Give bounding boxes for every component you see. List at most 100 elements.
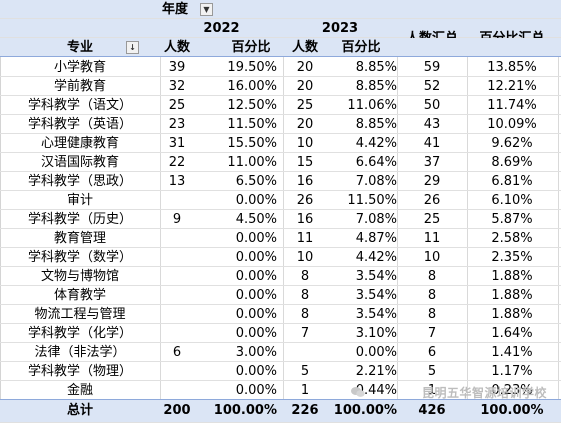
count-2023-header: 人数 — [291, 40, 318, 55]
count-total-cell: 11 — [423, 231, 441, 246]
count-2023-cell: 20 — [296, 79, 314, 94]
year-header-row: 2022 2023 人数汇总 百分比汇总 — [0, 19, 561, 46]
pct-total-cell: 1.88% — [491, 307, 533, 322]
count-2022-cell — [160, 229, 194, 248]
count-total-cell: 7 — [427, 326, 437, 341]
table-row: 学科教学（语文） 25 12.50% 25 11.06% 50 11.74% — [0, 96, 561, 115]
grid-line — [283, 0, 284, 423]
watermark-text: 昆明五华智源培训学校 — [421, 386, 547, 400]
pct-total-cell: 1.88% — [491, 288, 533, 303]
pct-2022-header: 百分比 — [231, 40, 271, 55]
wechat-icon — [351, 387, 365, 397]
count-2022-cell — [160, 381, 194, 400]
table-row: 法律（非法学） 6 3.00% 0.00% 6 1.41% — [0, 343, 561, 362]
pct-2023-cell: 4.42% — [355, 250, 397, 265]
table-row: 汉语国际教育 22 11.00% 15 6.64% 37 8.69% — [0, 153, 561, 172]
pct-2023-cell: 8.85% — [355, 79, 397, 94]
pct-2023-cell: 3.54% — [355, 288, 397, 303]
pct-total-cell: 0.23% — [491, 383, 533, 398]
major-cell: 审计 — [66, 193, 93, 208]
pct-2022-cell: 0.00% — [235, 364, 277, 379]
total-pct-2022: 100.00% — [213, 403, 277, 418]
major-cell: 学前教育 — [53, 79, 106, 94]
filter-field-label: 年度 — [162, 2, 189, 17]
table-row: 学前教育 32 16.00% 20 8.85% 52 12.21% — [0, 77, 561, 96]
pct-total-cell: 1.64% — [491, 326, 533, 341]
count-2023-cell: 16 — [296, 212, 314, 227]
count-total-cell: 25 — [423, 212, 441, 227]
major-cell: 汉语国际教育 — [40, 155, 119, 170]
pct-2023-cell: 8.85% — [355, 117, 397, 132]
count-2023-cell: 20 — [296, 60, 314, 75]
grid-line — [397, 0, 398, 423]
pct-2022-cell: 0.00% — [235, 193, 277, 208]
count-2022-cell: 23 — [168, 117, 186, 132]
pct-2022-cell: 11.00% — [227, 155, 277, 170]
pct-total-cell: 6.81% — [491, 174, 533, 189]
pct-total-cell: 11.74% — [487, 98, 537, 113]
pct-2023-cell: 0.44% — [355, 383, 397, 398]
major-cell: 金融 — [66, 383, 93, 398]
table-row: 学科教学（化学） 0.00% 7 3.10% 7 1.64% — [0, 324, 561, 343]
count-2023-cell: 10 — [296, 136, 314, 151]
pct-2022-cell: 0.00% — [235, 250, 277, 265]
chevron-down-icon[interactable]: ▼ — [200, 3, 213, 16]
count-total-cell: 1 — [427, 383, 437, 398]
total-pct-all: 100.00% — [480, 403, 544, 418]
pct-2023-cell: 7.08% — [355, 174, 397, 189]
count-2022-cell — [160, 191, 194, 210]
count-total-cell: 8 — [427, 288, 437, 303]
pct-2023-header: 百分比 — [341, 40, 381, 55]
count-2023-cell: 8 — [300, 288, 310, 303]
count-2022-cell — [160, 324, 194, 343]
sort-filter-icon[interactable]: ↓ — [126, 41, 139, 54]
count-total-cell: 8 — [427, 307, 437, 322]
pct-2023-cell: 2.21% — [355, 364, 397, 379]
count-2022-cell: 31 — [168, 136, 186, 151]
total-pct-2023: 100.00% — [333, 403, 397, 418]
pct-total-cell: 6.10% — [491, 193, 533, 208]
count-total-cell: 5 — [427, 364, 437, 379]
table-row: 体育教学 0.00% 8 3.54% 8 1.88% — [0, 286, 561, 305]
pct-total-cell: 9.62% — [491, 136, 533, 151]
table-row: 学科教学（历史） 9 4.50% 16 7.08% 25 5.87% — [0, 210, 561, 229]
table-row: 物流工程与管理 0.00% 8 3.54% 8 1.88% — [0, 305, 561, 324]
count-total-cell: 26 — [423, 193, 441, 208]
total-count-all: 426 — [418, 403, 446, 418]
grid-line — [467, 0, 468, 423]
pct-2023-cell: 11.06% — [347, 98, 397, 113]
count-2023-cell — [283, 343, 327, 362]
count-2023-cell: 5 — [300, 364, 310, 379]
count-total-cell: 29 — [423, 174, 441, 189]
pct-2023-cell: 3.54% — [355, 307, 397, 322]
major-cell: 教育管理 — [53, 231, 106, 246]
count-2022-cell — [160, 362, 194, 381]
count-total-cell: 8 — [427, 269, 437, 284]
pct-2022-cell: 15.50% — [227, 136, 277, 151]
pct-2022-cell: 0.00% — [235, 307, 277, 322]
table-row: 学科教学（思政） 13 6.50% 16 7.08% 29 6.81% — [0, 172, 561, 191]
pct-2023-cell: 3.10% — [355, 326, 397, 341]
pct-2023-cell: 4.87% — [355, 231, 397, 246]
pct-2023-cell: 6.64% — [355, 155, 397, 170]
major-header: 专业 — [66, 40, 93, 55]
pct-2023-cell: 11.50% — [347, 193, 397, 208]
count-total-cell: 59 — [423, 60, 441, 75]
count-2023-cell: 15 — [296, 155, 314, 170]
pct-2022-cell: 0.00% — [235, 326, 277, 341]
pct-total-cell: 1.41% — [491, 345, 533, 360]
year-2023-label: 2023 — [321, 21, 359, 36]
total-label: 总计 — [66, 403, 93, 418]
count-2023-cell: 11 — [296, 231, 314, 246]
count-2023-cell: 7 — [300, 326, 310, 341]
major-cell: 学科教学（语文） — [27, 98, 132, 113]
count-2022-cell — [160, 267, 194, 286]
count-total-cell: 41 — [423, 136, 441, 151]
count-2023-cell: 25 — [296, 98, 314, 113]
count-total-cell: 52 — [423, 79, 441, 94]
pct-2022-cell: 0.00% — [235, 269, 277, 284]
total-row: 总计 200 100.00% 226 100.00% 426 100.00% — [0, 399, 561, 423]
count-2022-cell — [160, 248, 194, 267]
grid-line — [558, 0, 559, 423]
